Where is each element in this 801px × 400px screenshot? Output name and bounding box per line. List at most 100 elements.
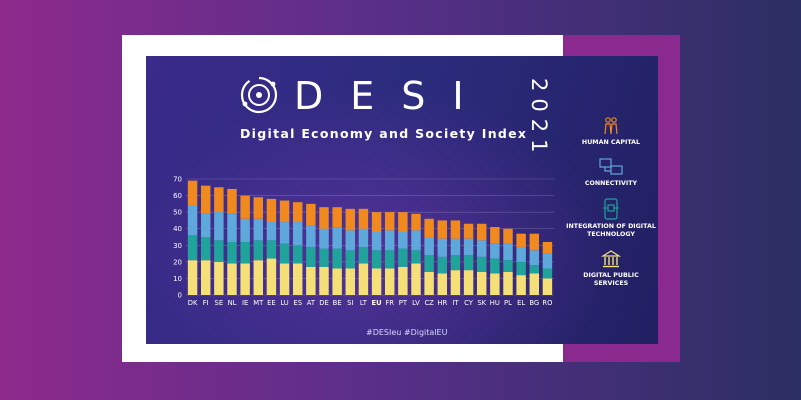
bar-segment	[371, 268, 382, 295]
bar-segment	[240, 263, 250, 295]
bar-segment	[384, 250, 395, 269]
bar-segment	[266, 198, 277, 223]
bar-segment	[187, 205, 198, 236]
y-tick-label: 60	[173, 192, 182, 200]
bar-segment	[503, 243, 513, 261]
y-tick-label: 0	[178, 292, 182, 300]
phone-chip-icon	[603, 198, 619, 220]
x-tick-label: EE	[267, 299, 276, 307]
bar-segment	[424, 255, 434, 272]
bar-segment	[542, 253, 553, 269]
bar-segment	[200, 185, 211, 214]
bar-segment	[279, 263, 290, 295]
bar-segment	[490, 243, 500, 259]
people-icon	[604, 117, 618, 135]
bar-segment	[398, 266, 408, 295]
bar-segment	[214, 240, 224, 262]
bar-segment	[227, 263, 237, 295]
bar-segment	[292, 202, 303, 223]
bar-segment	[411, 230, 421, 251]
bar-segment	[319, 207, 329, 229]
bar-segment	[516, 275, 526, 295]
bar-segment	[490, 227, 500, 244]
y-tick-label: 30	[173, 242, 182, 250]
bar-segment	[345, 208, 356, 231]
bar-segment	[266, 258, 277, 295]
legend: HUMAN CAPITAL CONNECTIVITY INTEGRATION O…	[566, 116, 656, 298]
bar-segment	[516, 261, 526, 276]
x-tick-label: LU	[280, 299, 288, 307]
bar-segment	[476, 240, 487, 257]
bar-segment	[384, 268, 395, 295]
bar-segment	[490, 258, 500, 274]
bar-segment	[463, 270, 474, 295]
x-tick-label: LT	[360, 299, 368, 307]
building-icon	[601, 250, 621, 268]
desi-logo-icon	[240, 76, 278, 114]
bar-segment	[437, 238, 448, 257]
legend-label: HUMAN CAPITAL	[581, 139, 641, 146]
bar-segment	[266, 222, 277, 241]
x-tick-label: SE	[215, 299, 224, 307]
x-tick-label: SI	[347, 299, 353, 307]
bar-segment	[358, 246, 369, 264]
hashtags-footer: #DESIeu #DigitalEU	[366, 328, 448, 337]
x-tick-label: AT	[307, 299, 316, 307]
bar-segment	[332, 248, 342, 269]
x-tick-label: EL	[517, 299, 525, 307]
bar-segment	[516, 246, 526, 262]
bar-segment	[345, 230, 356, 251]
bar-segment	[345, 250, 356, 269]
bar-segment	[319, 266, 329, 295]
bar-segment	[292, 222, 303, 246]
x-tick-label: FI	[203, 299, 209, 307]
bar-segment	[529, 250, 540, 266]
bar-segment	[503, 260, 513, 272]
bar-segment	[187, 260, 198, 295]
bar-segment	[542, 278, 553, 295]
bar-segment	[279, 243, 290, 264]
bar-segment	[332, 207, 342, 228]
bar-segment	[503, 271, 513, 295]
bar-segment	[398, 212, 408, 233]
bar-segment	[424, 218, 434, 237]
x-tick-label: FR	[385, 299, 394, 307]
bar-segment	[253, 218, 264, 241]
bar-segment	[476, 271, 487, 295]
bar-segment	[266, 240, 277, 259]
x-tick-label: BG	[529, 299, 539, 307]
bar-segment	[424, 271, 434, 295]
bar-segment	[411, 263, 421, 295]
x-tick-label: CY	[464, 299, 474, 307]
x-tick-label: MT	[253, 299, 264, 307]
legend-label: INTEGRATION OF DIGITAL TECHNOLOGY	[566, 223, 656, 238]
bar-segment	[358, 263, 369, 295]
index-subtitle: Digital Economy and Society Index	[240, 126, 528, 141]
bar-segment	[476, 223, 487, 241]
bar-segment	[240, 195, 250, 219]
x-tick-label: PT	[399, 299, 408, 307]
bar-segment	[503, 228, 513, 244]
bar-segment	[384, 212, 395, 231]
desi-stacked-bar-chart: 0 10 20 30 40 50 60 70 DK FI SE NL IE MT EE LU ES AT DE BE S…	[173, 176, 554, 307]
x-tick-label: IE	[242, 299, 248, 307]
bar-segment	[332, 227, 342, 249]
bar-segment	[306, 246, 316, 267]
bar-segment	[214, 261, 224, 295]
bar-segment	[227, 188, 237, 214]
legend-label: CONNECTIVITY	[584, 180, 638, 187]
legend-item-human-capital: HUMAN CAPITAL	[566, 116, 656, 147]
bar-segment	[306, 266, 316, 295]
bar-segment	[476, 256, 487, 272]
year-label: 2021	[527, 78, 551, 160]
bar-segment	[345, 268, 356, 295]
bar-segment	[253, 260, 264, 295]
y-tick-label: 20	[173, 258, 182, 266]
bar-segment	[371, 232, 382, 251]
x-tick-label: DK	[188, 299, 198, 307]
x-tick-label: ES	[293, 299, 302, 307]
bar-segment	[292, 245, 303, 264]
bar-segment	[437, 256, 448, 274]
bar-segment	[240, 218, 250, 242]
bar-segment	[358, 228, 369, 247]
